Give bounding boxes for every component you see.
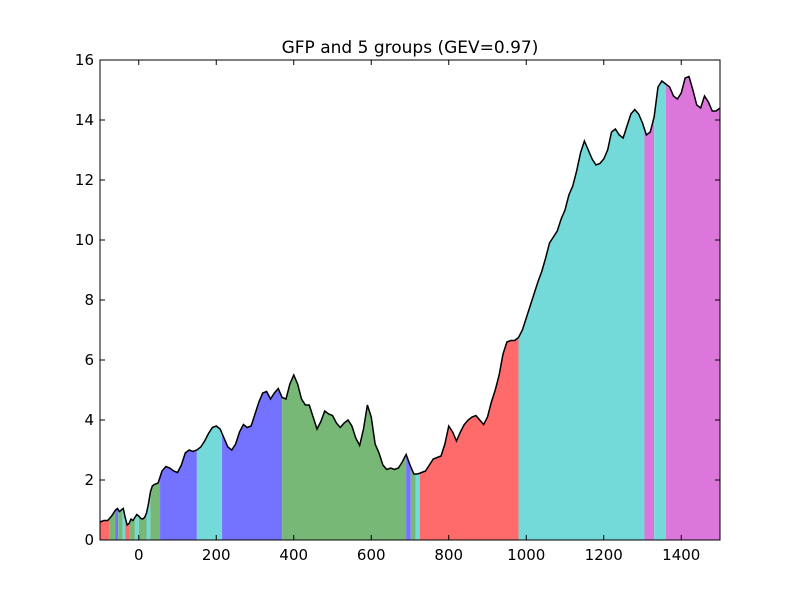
group-segments (100, 76, 720, 540)
x-tick-label: 200 (202, 546, 231, 564)
y-tick-label: 14 (75, 111, 94, 129)
segment-group-5 (665, 76, 720, 540)
y-tick-label: 4 (84, 411, 94, 429)
segment-group-2 (518, 109, 645, 540)
y-tick-label: 0 (84, 531, 94, 549)
segment-group-3 (406, 454, 411, 540)
segment-group-4 (118, 509, 123, 540)
x-tick-label: 1000 (507, 546, 545, 564)
segment-group-3 (115, 508, 119, 540)
segment-group-2 (196, 426, 223, 540)
gfp-line (99, 75, 721, 527)
segment-group-2 (134, 514, 139, 540)
x-tick-label: 1200 (585, 546, 623, 564)
chart-title: GFP and 5 groups (GEV=0.97) (282, 38, 539, 58)
segment-group-4 (150, 477, 161, 540)
y-tick-label: 8 (84, 291, 94, 309)
segment-group-1 (419, 337, 519, 540)
y-tick-label: 16 (75, 51, 94, 69)
segment-group-4 (410, 466, 416, 540)
x-tick-label: 800 (434, 546, 463, 564)
x-tick-label: 400 (279, 546, 308, 564)
x-tick-label: 0 (134, 546, 144, 564)
axis-ticks: 0 200 400 600 800 1000 1200 1400 0 2 4 6 8 10 12 14 16 (75, 51, 720, 564)
segment-group-2 (146, 492, 151, 540)
segment-group-4 (138, 513, 147, 540)
segment-group-2 (654, 81, 666, 540)
y-tick-label: 6 (84, 351, 94, 369)
segment-group-1 (100, 518, 110, 540)
segment-group-3 (160, 450, 197, 540)
y-tick-label: 2 (84, 471, 94, 489)
segment-group-4 (129, 517, 135, 540)
x-tick-label: 600 (357, 546, 386, 564)
segment-group-5 (644, 117, 655, 540)
y-tick-label: 10 (75, 231, 94, 249)
y-tick-label: 12 (75, 171, 94, 189)
segment-group-4 (282, 375, 407, 540)
x-tick-label: 1400 (662, 546, 700, 564)
segment-group-3 (222, 388, 283, 540)
segment-group-2 (415, 473, 420, 540)
